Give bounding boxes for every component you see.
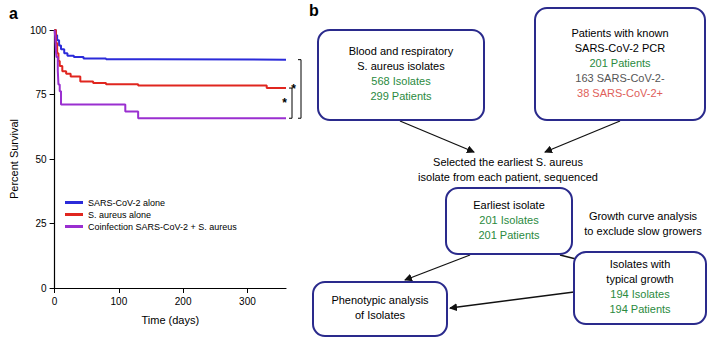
- svg-text:Patients with known: Patients with known: [571, 27, 668, 39]
- svg-text:38 SARS-CoV-2+: 38 SARS-CoV-2+: [577, 87, 663, 99]
- svg-text:S. aureus alone: S. aureus alone: [88, 210, 151, 220]
- svg-text:201 Patients: 201 Patients: [589, 57, 651, 69]
- svg-text:163 SARS-CoV-2-: 163 SARS-CoV-2-: [575, 72, 665, 84]
- svg-text:201 Patients: 201 Patients: [478, 229, 540, 241]
- svg-text:to exclude slow growers: to exclude slow growers: [584, 225, 702, 237]
- svg-text:Phenotypic analysis: Phenotypic analysis: [331, 294, 429, 306]
- svg-text:SARS-CoV-2 PCR: SARS-CoV-2 PCR: [575, 42, 666, 54]
- svg-text:S. aureus isolates: S. aureus isolates: [357, 60, 445, 72]
- svg-text:of Isolates: of Isolates: [355, 309, 406, 321]
- svg-text:a: a: [9, 5, 18, 22]
- svg-text:Time (days): Time (days): [141, 314, 199, 326]
- svg-text:568 Isolates: 568 Isolates: [371, 75, 431, 87]
- svg-text:Isolates with: Isolates with: [610, 258, 671, 270]
- svg-text:75: 75: [35, 89, 47, 100]
- svg-text:0: 0: [41, 283, 47, 294]
- svg-text:0: 0: [52, 296, 58, 307]
- svg-text:194 Isolates: 194 Isolates: [610, 288, 670, 300]
- svg-text:25: 25: [35, 218, 47, 229]
- svg-text:201 Isolates: 201 Isolates: [479, 214, 539, 226]
- svg-text:Blood and respiratory: Blood and respiratory: [349, 45, 454, 57]
- svg-text:194 Patients: 194 Patients: [609, 303, 671, 315]
- svg-text:Percent Survival: Percent Survival: [8, 119, 20, 199]
- svg-text:50: 50: [35, 154, 47, 165]
- svg-text:200: 200: [175, 296, 192, 307]
- svg-text:b: b: [309, 2, 319, 19]
- svg-text:SARS-CoV-2 alone: SARS-CoV-2 alone: [88, 198, 165, 208]
- svg-text:typical growth: typical growth: [606, 273, 673, 285]
- svg-text:299 Patients: 299 Patients: [370, 90, 432, 102]
- svg-text:Growth curve analysis: Growth curve analysis: [589, 210, 698, 222]
- svg-text:Selected the earliest S. aureu: Selected the earliest S. aureus: [433, 156, 583, 168]
- svg-text:100: 100: [111, 296, 128, 307]
- svg-text:300: 300: [239, 296, 256, 307]
- svg-text:Earliest isolate: Earliest isolate: [473, 199, 545, 211]
- svg-text:100: 100: [30, 25, 47, 36]
- svg-text:*: *: [282, 96, 287, 110]
- svg-text:isolate from each patient, seq: isolate from each patient, sequenced: [418, 171, 598, 183]
- svg-text:Coinfection SARS-CoV-2 + S. au: Coinfection SARS-CoV-2 + S. aureus: [88, 222, 237, 232]
